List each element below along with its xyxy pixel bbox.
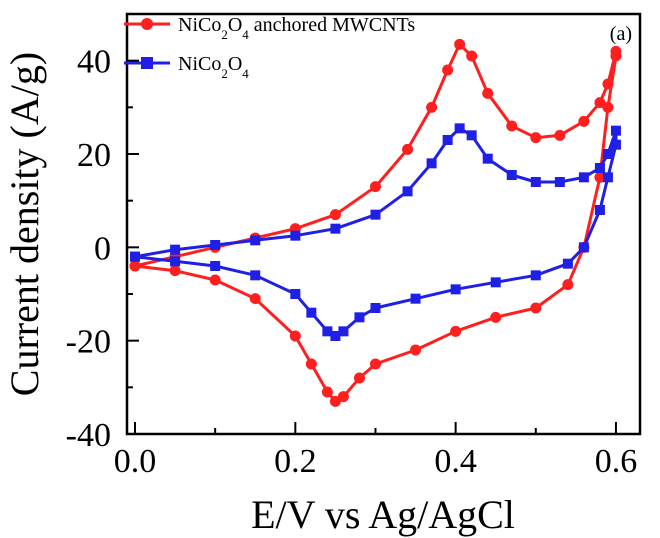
legend-label-nico2o4: NiCo2O4 [178, 53, 249, 81]
x-tick-label: 0.2 [274, 443, 317, 480]
data-point [578, 172, 589, 183]
legend-label-anchored: NiCo2O4 anchored MWCNTs [178, 14, 415, 42]
data-point [482, 87, 494, 99]
data-point [290, 230, 301, 241]
data-point [594, 97, 606, 109]
data-point [506, 170, 517, 180]
data-point [454, 123, 465, 134]
y-tick-label: 20 [77, 137, 111, 174]
data-point [210, 240, 221, 250]
legend: NiCo2O4 anchored MWCNTs NiCo2O4 [124, 14, 415, 81]
data-point [450, 284, 461, 295]
series-layer [129, 38, 622, 407]
data-point [442, 135, 453, 145]
data-point [530, 177, 541, 187]
data-point [454, 38, 466, 50]
series-nico2o4-mwcnts [129, 38, 622, 407]
x-tick-label: 0.6 [595, 443, 638, 480]
plot-frame [125, 12, 642, 436]
data-point [370, 209, 381, 220]
legend-item-nico2o4: NiCo2O4 [124, 53, 249, 81]
data-point [450, 325, 462, 337]
data-point [210, 261, 221, 271]
panel-label: (a) [610, 23, 632, 45]
data-point [602, 101, 614, 113]
data-point [610, 125, 621, 136]
axis-ticks [127, 13, 617, 435]
data-point [209, 274, 221, 286]
data-point [329, 395, 341, 407]
data-point [129, 260, 141, 272]
data-point [602, 149, 613, 159]
data-point [290, 289, 301, 299]
data-point [578, 115, 590, 127]
data-point [578, 242, 589, 253]
data-point [330, 223, 341, 234]
data-point [562, 279, 574, 291]
x-tick-label: 0.0 [114, 443, 157, 480]
tick-labels: 0.0 0.2 0.4 0.6 -40 -20 0 20 40 [66, 44, 638, 480]
data-point [490, 277, 501, 288]
data-point [170, 244, 181, 255]
x-axis-title: E/V vs Ag/AgCl [251, 492, 515, 537]
legend-marker-anchored [141, 18, 153, 30]
data-point [442, 64, 454, 76]
data-point [426, 101, 438, 113]
legend-item-anchored: NiCo2O4 anchored MWCNTs [124, 14, 415, 42]
data-point [353, 372, 365, 384]
data-point [250, 270, 261, 281]
data-point [530, 270, 541, 281]
data-point [322, 326, 333, 337]
data-point [402, 186, 413, 197]
data-point [329, 209, 341, 221]
data-point [330, 331, 341, 341]
data-point [305, 358, 317, 370]
data-point [610, 50, 622, 62]
data-point [594, 163, 605, 173]
data-point [506, 120, 518, 132]
series-nico2o4 [130, 123, 621, 341]
y-tick-label: 0 [94, 230, 111, 267]
y-axis-title: Current density (A/g) [2, 52, 47, 396]
y-tick-label: -40 [66, 417, 111, 454]
data-point [466, 50, 478, 62]
data-point [610, 139, 621, 150]
data-point [170, 256, 181, 267]
data-point [530, 132, 542, 144]
legend-marker-nico2o4 [141, 57, 153, 69]
data-point [594, 171, 606, 183]
data-point [562, 258, 573, 269]
data-point [410, 344, 422, 356]
data-point [370, 303, 381, 313]
data-point [130, 251, 141, 262]
data-point [594, 205, 605, 215]
data-point [289, 330, 301, 342]
data-point [250, 235, 261, 246]
x-tick-label: 0.4 [434, 443, 477, 480]
series-line [134, 42, 618, 403]
y-tick-label: -20 [66, 324, 111, 361]
data-point [426, 158, 437, 169]
data-point [402, 143, 414, 155]
data-point [321, 386, 333, 398]
data-point [554, 177, 565, 187]
y-tick-label: 40 [77, 44, 111, 81]
data-point [169, 265, 181, 277]
data-point [602, 172, 613, 183]
data-point [530, 302, 542, 314]
data-point [554, 129, 566, 141]
data-point [306, 307, 317, 318]
data-point [410, 293, 421, 304]
data-point [369, 181, 381, 193]
data-point [466, 130, 477, 141]
data-point [482, 153, 493, 164]
data-point [369, 358, 381, 370]
data-point [602, 78, 614, 90]
data-point [490, 311, 502, 323]
data-point [337, 391, 349, 403]
data-point [338, 326, 349, 337]
data-point [249, 293, 261, 305]
data-point [354, 312, 365, 323]
